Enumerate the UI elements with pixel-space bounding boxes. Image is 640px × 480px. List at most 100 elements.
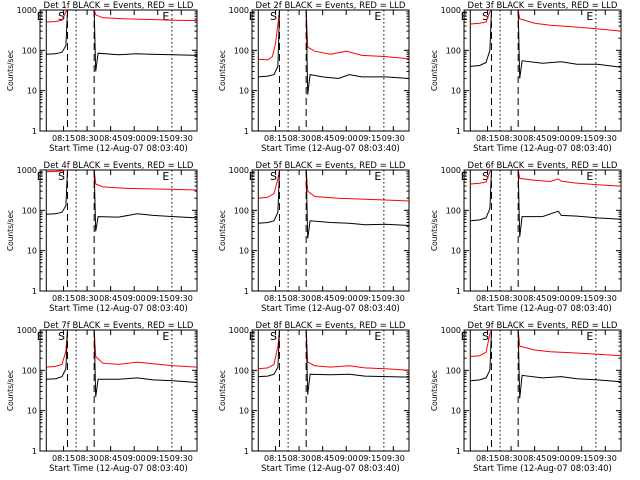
time-marker-label: E	[162, 330, 169, 343]
y-tick-label: 1	[244, 127, 249, 136]
x-tick-label: 08:45	[311, 134, 334, 143]
plot-frame	[251, 9, 410, 132]
x-tick-label: 08:15	[52, 134, 75, 143]
plot-frame	[463, 169, 622, 292]
plot-frame	[39, 329, 198, 452]
x-tick-label: 08:45	[311, 454, 334, 463]
time-marker-label: S	[58, 170, 65, 183]
plot-title: Det 8f BLACK = Events, RED = LLD	[256, 321, 406, 331]
y-tick-label: 1	[244, 287, 249, 296]
time-marker-label: E	[586, 10, 593, 23]
y-tick-label: 1000	[229, 326, 249, 335]
x-tick-label: 09:15	[570, 454, 593, 463]
plot-title: Det 1f BLACK = Events, RED = LLD	[44, 1, 194, 11]
y-tick-label: 100	[446, 46, 461, 55]
lld-series-line	[258, 9, 410, 61]
x-tick-label: 08:15	[476, 454, 499, 463]
x-tick-label: 08:45	[523, 454, 546, 463]
lld-series-line	[470, 329, 622, 357]
x-tick-label: 08:15	[476, 134, 499, 143]
time-marker-label: E	[586, 170, 593, 183]
x-tick-label: 09:30	[170, 454, 193, 463]
time-marker-label: E	[374, 10, 381, 23]
plot-title: Det 4f BLACK = Events, RED = LLD	[44, 161, 194, 171]
x-tick-label: 08:30	[500, 134, 523, 143]
y-tick-label: 10	[27, 87, 37, 96]
x-tick-label: 09:15	[358, 454, 381, 463]
y-axis-label: Counts/sec	[6, 210, 15, 251]
y-tick-label: 1	[32, 287, 37, 296]
x-tick-label: 08:30	[288, 134, 311, 143]
y-tick-label: 10	[27, 407, 37, 416]
x-axis-label: Start Time (12-Aug-07 08:03:40)	[473, 144, 612, 154]
events-series-line	[46, 169, 198, 232]
y-axis-label: Counts/sec	[6, 50, 15, 91]
time-marker-label: E	[162, 170, 169, 183]
x-tick-label: 08:30	[500, 454, 523, 463]
x-tick-label: 09:15	[146, 294, 169, 303]
y-tick-label: 10	[27, 247, 37, 256]
x-tick-label: 09:15	[570, 294, 593, 303]
x-tick-label: 08:15	[264, 134, 287, 143]
time-marker-label: E	[374, 170, 381, 183]
y-tick-label: 1	[456, 447, 461, 456]
plot-frame	[39, 9, 198, 132]
x-tick-label: 08:30	[76, 134, 99, 143]
time-marker-label: E	[37, 170, 44, 183]
x-tick-label: 09:15	[358, 294, 381, 303]
x-tick-label: 09:15	[146, 454, 169, 463]
lld-series-line	[470, 169, 622, 187]
y-axis-label: Counts/sec	[218, 370, 227, 411]
y-tick-label: 10	[239, 407, 249, 416]
y-tick-label: 1000	[229, 6, 249, 15]
y-tick-label: 1000	[229, 166, 249, 175]
time-marker-label: S	[58, 330, 65, 343]
x-tick-label: 09:15	[146, 134, 169, 143]
y-tick-label: 1000	[17, 326, 37, 335]
y-axis-label: Counts/sec	[6, 370, 15, 411]
x-tick-label: 09:30	[170, 294, 193, 303]
y-tick-label: 10	[451, 407, 461, 416]
time-marker-label: E	[461, 170, 468, 183]
y-tick-label: 100	[22, 46, 37, 55]
events-series-line	[258, 9, 410, 95]
x-tick-label: 09:00	[547, 294, 570, 303]
x-axis-label: Start Time (12-Aug-07 08:03:40)	[473, 304, 612, 314]
time-marker-label: S	[482, 330, 489, 343]
y-tick-label: 1000	[17, 166, 37, 175]
x-tick-label: 09:30	[382, 134, 405, 143]
x-tick-label: 08:30	[76, 294, 99, 303]
plot-frame	[463, 9, 622, 132]
y-tick-label: 100	[22, 366, 37, 375]
plot-title: Det 6f BLACK = Events, RED = LLD	[468, 161, 618, 171]
x-tick-label: 08:45	[99, 294, 122, 303]
x-tick-label: 08:30	[76, 454, 99, 463]
plot-title: Det 2f BLACK = Events, RED = LLD	[256, 1, 406, 11]
time-marker-label: E	[461, 330, 468, 343]
x-tick-label: 09:30	[594, 134, 617, 143]
y-axis-label: Counts/sec	[430, 210, 439, 251]
x-tick-label: 08:45	[99, 454, 122, 463]
time-marker-label: E	[586, 330, 593, 343]
x-tick-label: 08:30	[500, 294, 523, 303]
plot-frame	[251, 329, 410, 452]
time-marker-label: E	[162, 10, 169, 23]
lld-series-line	[470, 9, 622, 32]
y-axis-label: Counts/sec	[430, 50, 439, 91]
y-tick-label: 10	[239, 247, 249, 256]
x-tick-label: 08:15	[52, 294, 75, 303]
x-tick-label: 08:45	[311, 294, 334, 303]
x-tick-label: 09:30	[382, 294, 405, 303]
x-tick-label: 08:30	[288, 454, 311, 463]
plot-title: Det 7f BLACK = Events, RED = LLD	[44, 321, 194, 331]
y-tick-label: 10	[451, 87, 461, 96]
y-tick-label: 100	[234, 366, 249, 375]
x-tick-label: 09:00	[123, 454, 146, 463]
events-series-line	[470, 329, 622, 399]
lld-series-line	[258, 329, 410, 371]
y-axis-label: Counts/sec	[430, 370, 439, 411]
x-tick-label: 09:30	[170, 134, 193, 143]
lld-series-line	[46, 169, 198, 191]
x-tick-label: 08:45	[99, 134, 122, 143]
